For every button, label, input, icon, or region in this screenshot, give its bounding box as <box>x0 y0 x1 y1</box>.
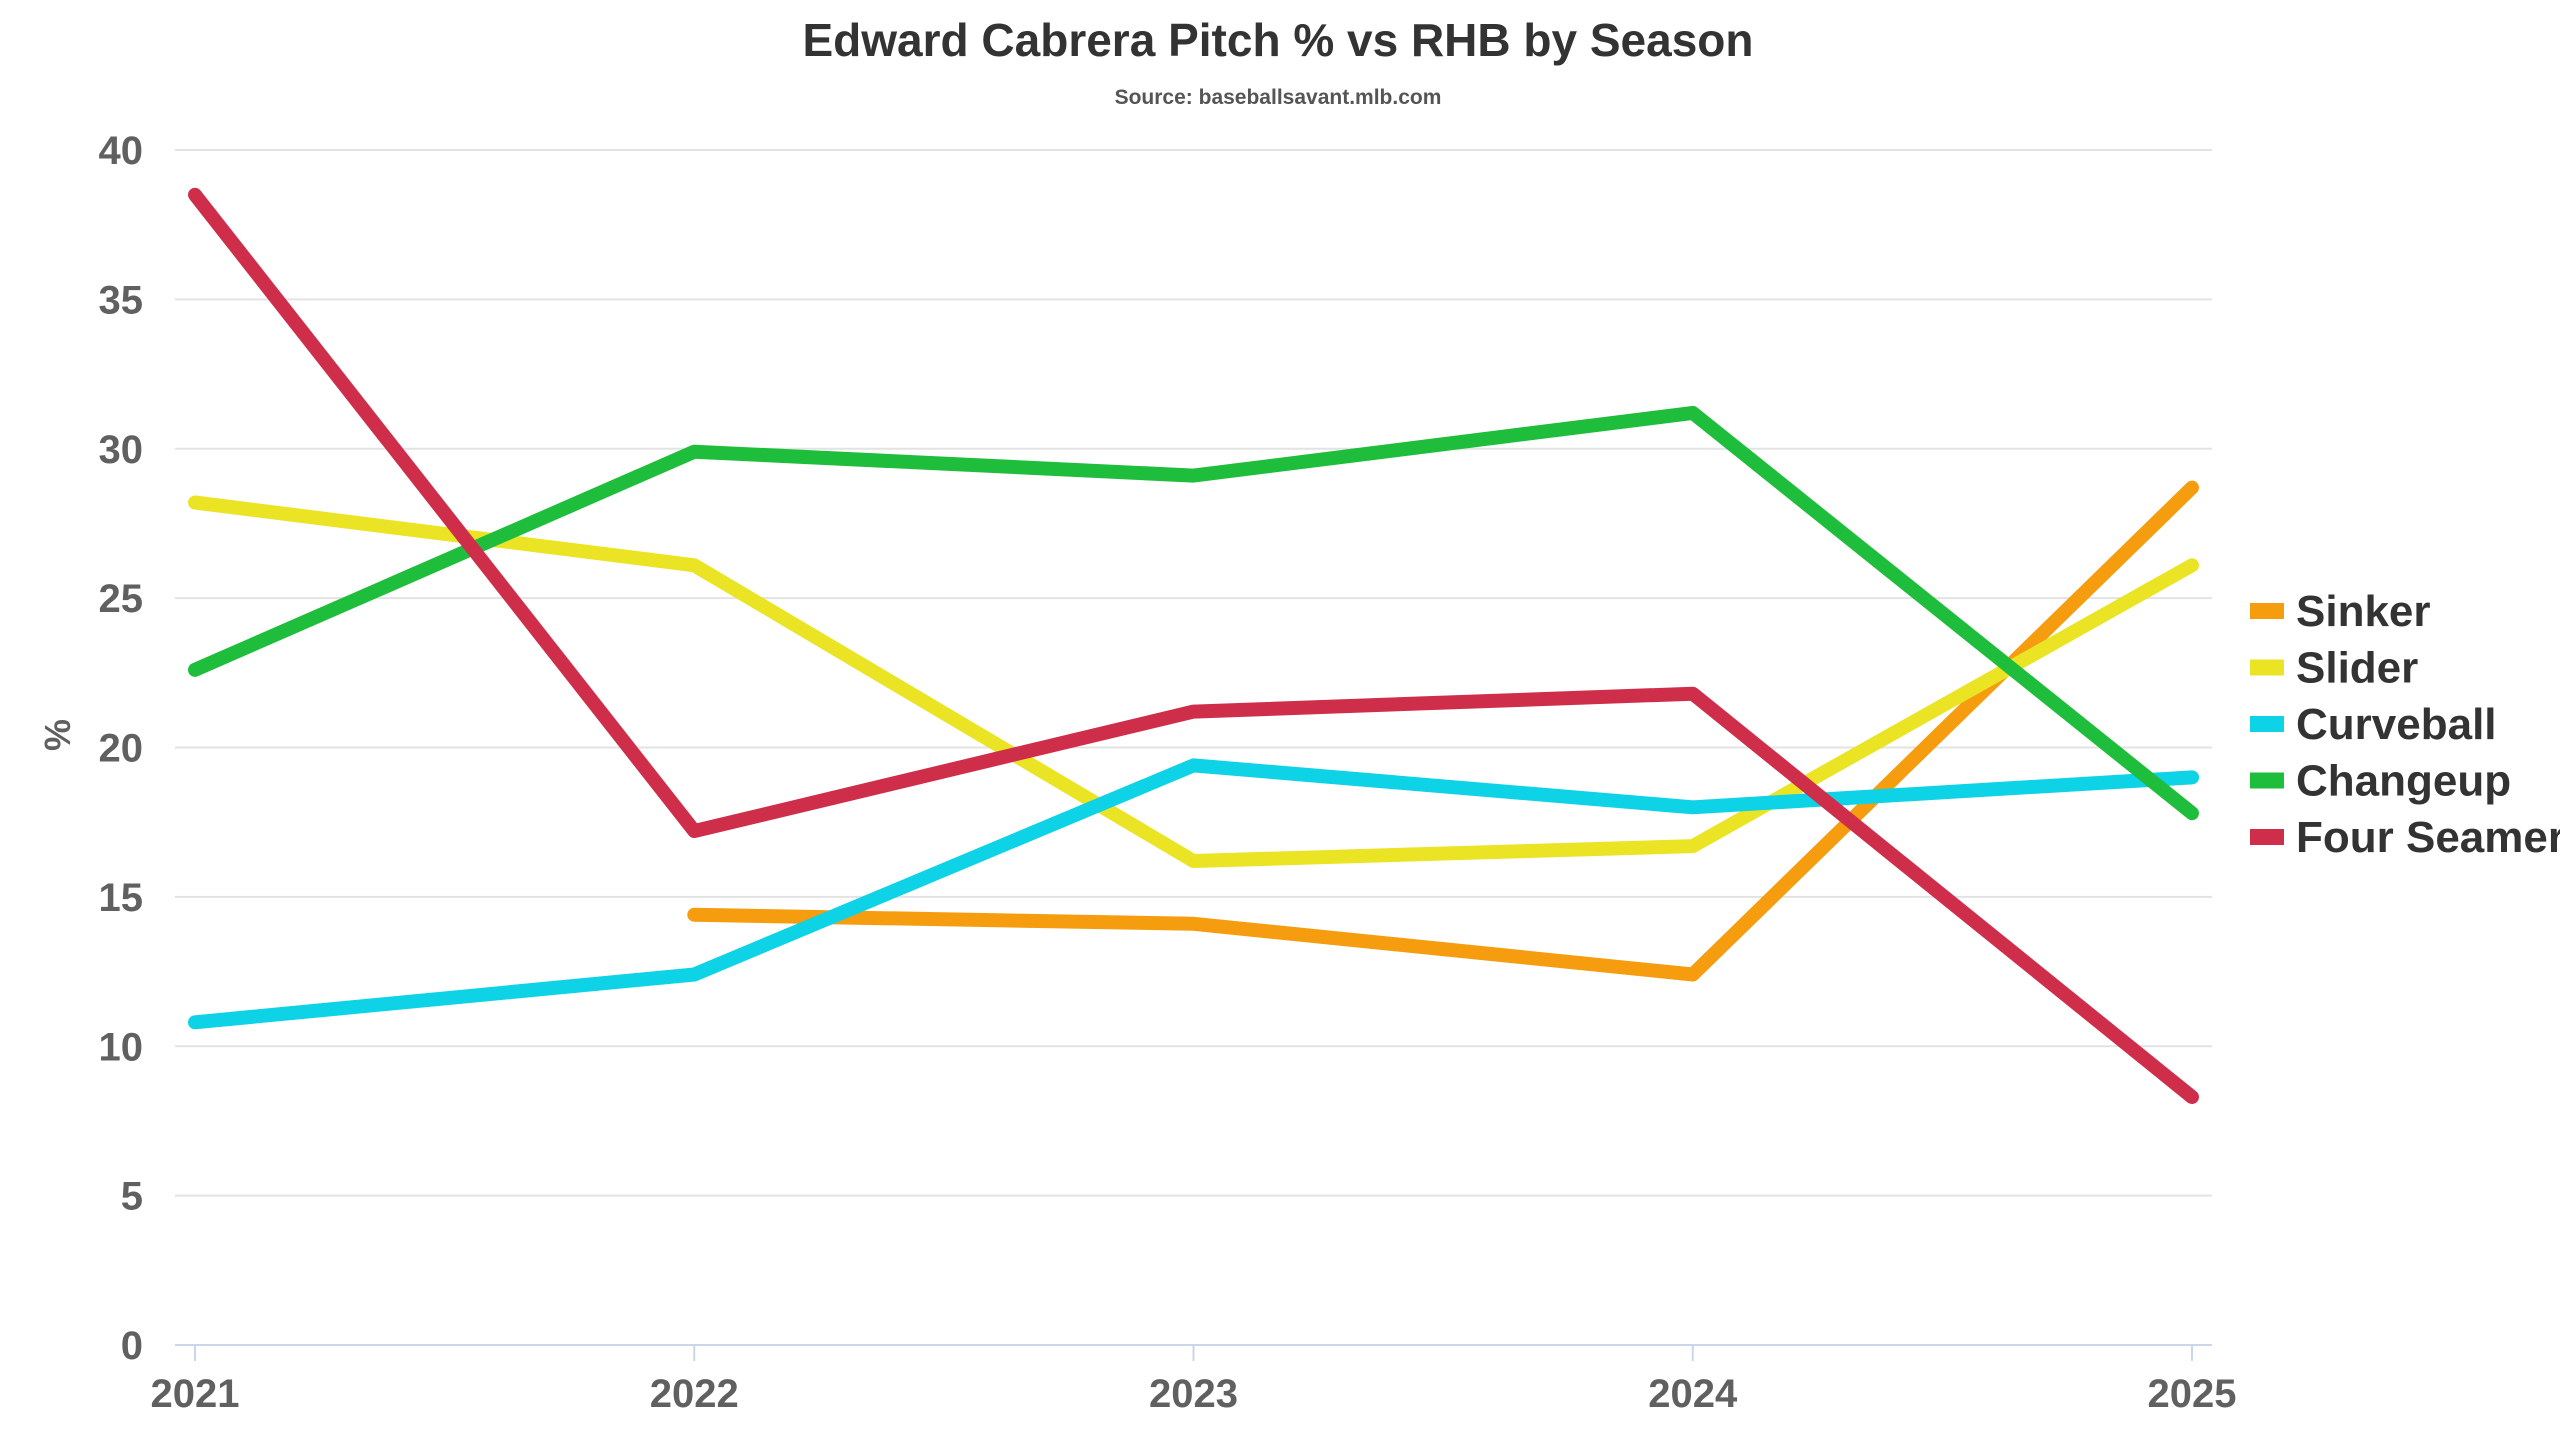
y-tick-label: 10 <box>99 1025 144 1069</box>
y-tick-label: 5 <box>121 1175 143 1219</box>
legend-label: Changeup <box>2296 757 2511 806</box>
legend-swatch <box>2250 829 2284 845</box>
y-tick-label: 40 <box>99 129 144 173</box>
y-tick-label: 0 <box>121 1324 143 1368</box>
series-line <box>188 495 2199 868</box>
legend-item: Sinker <box>2250 587 2431 636</box>
series-line <box>687 480 2199 982</box>
legend-swatch <box>2250 659 2284 676</box>
legend-swatch <box>2250 603 2284 619</box>
legend-label: Curveball <box>2296 700 2497 749</box>
series-changeup <box>188 405 2199 821</box>
series-four-seamer <box>188 187 2199 1104</box>
series-sinker <box>687 480 2199 982</box>
y-tick-label: 25 <box>99 577 144 621</box>
legend: Sinker Slider Curveball Changeup Four Seamer <box>2250 587 2560 862</box>
legend-item: Four Seamer <box>2250 813 2560 862</box>
legend-label: Slider <box>2296 644 2418 693</box>
legend-item: Slider <box>2250 644 2418 693</box>
x-tick-label: 2025 <box>2148 1372 2237 1416</box>
chart-subtitle: Source: baseballsavant.mlb.com <box>1115 86 1442 109</box>
y-tick-label: 30 <box>99 428 144 472</box>
legend-label: Sinker <box>2296 587 2431 636</box>
series-line <box>188 187 2199 1104</box>
legend-item: Curveball <box>2250 700 2497 749</box>
legend-swatch <box>2250 772 2284 789</box>
x-tick-label: 2021 <box>151 1372 240 1416</box>
y-tick-label: 35 <box>99 278 144 322</box>
series-slider <box>188 495 2199 868</box>
y-tick-label: 15 <box>99 876 144 920</box>
y-tick-label: 20 <box>99 727 144 771</box>
legend-label: Four Seamer <box>2296 813 2560 862</box>
gridlines <box>175 149 2212 1197</box>
x-tick-label: 2024 <box>1648 1372 1738 1416</box>
x-tick-label: 2023 <box>1149 1372 1238 1416</box>
series-line <box>188 405 2199 821</box>
x-tick-label: 2022 <box>650 1372 739 1416</box>
legend-swatch <box>2250 716 2284 732</box>
series-line <box>188 758 2199 1030</box>
y-axis-label: % <box>37 719 78 751</box>
legend-item: Changeup <box>2250 757 2511 806</box>
series-lines <box>188 187 2199 1104</box>
chart-title: Edward Cabrera Pitch % vs RHB by Season <box>803 14 1754 66</box>
series-curveball <box>188 758 2199 1030</box>
